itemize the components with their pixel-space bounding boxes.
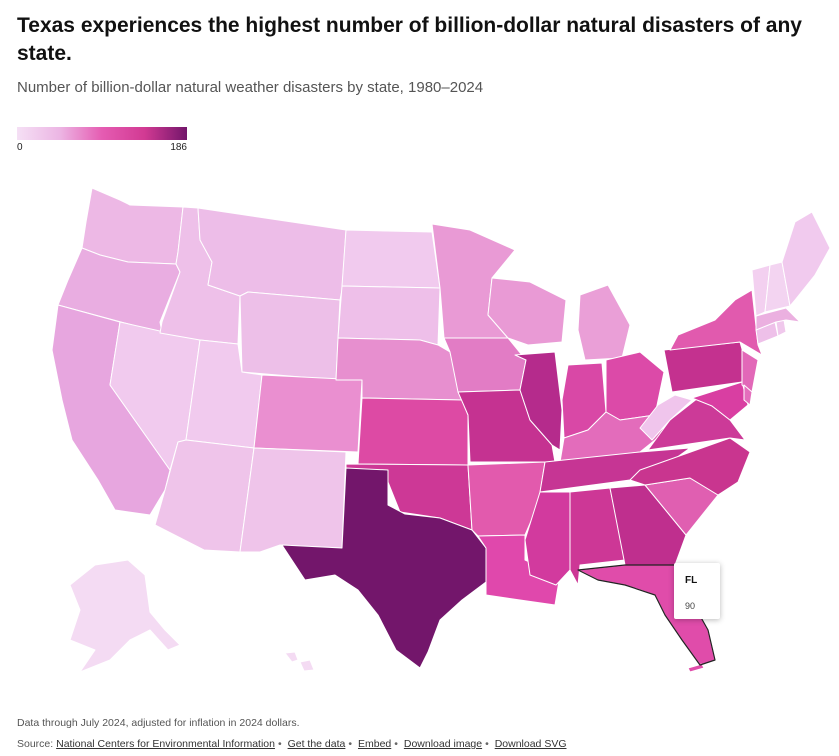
state-nc[interactable] [629, 437, 751, 496]
legend-labels: 0 186 [17, 142, 187, 156]
state-tooltip: FL 90 [674, 563, 720, 619]
state-wy[interactable] [239, 291, 341, 381]
state-mi[interactable] [577, 284, 631, 361]
download-svg-link[interactable]: Download SVG [494, 738, 567, 750]
state-wa[interactable] [81, 187, 184, 265]
state-ak[interactable] [69, 559, 181, 673]
state-ma[interactable] [755, 307, 801, 331]
get-data-link[interactable]: Get the data [287, 738, 346, 750]
download-image-link[interactable]: Download image [403, 738, 483, 750]
state-il[interactable] [514, 351, 563, 451]
legend-max-label: 186 [170, 142, 187, 153]
state-ri[interactable] [775, 319, 787, 337]
state-ia[interactable] [443, 337, 527, 393]
state-mt[interactable] [197, 207, 347, 301]
state-hi[interactable] [284, 651, 315, 672]
state-ga[interactable] [609, 484, 687, 566]
chart-title: Texas experiences the highest number of … [17, 14, 802, 65]
source-link[interactable]: National Centers for Environmental Infor… [56, 738, 275, 750]
embed-link[interactable]: Embed [357, 738, 392, 750]
footer-notes: Data through July 2024, adjusted for inf… [17, 717, 300, 729]
state-de[interactable] [743, 384, 753, 406]
state-fl-keys [687, 663, 705, 673]
state-or[interactable] [57, 247, 181, 334]
state-ny[interactable] [669, 289, 763, 356]
state-nm[interactable] [239, 447, 347, 553]
state-tx[interactable] [281, 467, 487, 669]
color-legend: 0 186 [17, 127, 187, 156]
state-nd[interactable] [341, 229, 441, 289]
state-co[interactable] [253, 374, 363, 453]
state-me[interactable] [781, 211, 831, 307]
state-sd[interactable] [337, 285, 441, 346]
state-wv[interactable] [639, 394, 693, 441]
state-md[interactable] [691, 381, 749, 421]
source-prefix: Source: [17, 738, 54, 750]
footer-source: Source: National Centers for Environment… [17, 738, 567, 750]
tooltip-value: 90 [685, 601, 696, 611]
legend-gradient-bar [17, 127, 187, 140]
tooltip-state-code: FL [685, 575, 698, 586]
state-ks[interactable] [357, 397, 469, 466]
state-wi[interactable] [487, 277, 567, 346]
chart-subtitle: Number of billion-dollar natural weather… [17, 79, 484, 96]
legend-min-label: 0 [17, 142, 23, 153]
